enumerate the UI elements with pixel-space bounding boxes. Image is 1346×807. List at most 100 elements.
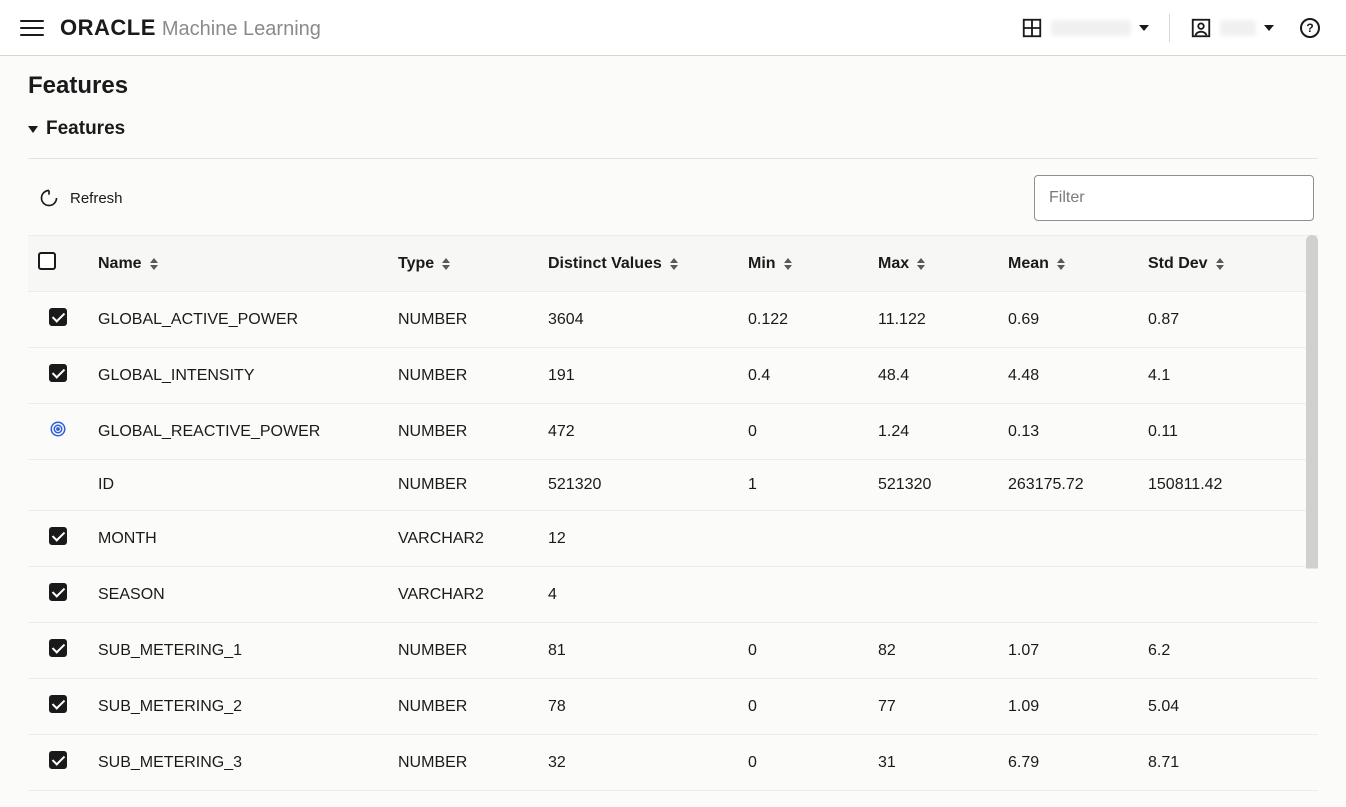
table-row[interactable]: SUB_METERING_3NUMBER320316.798.71 [28,735,1318,791]
row-selector-cell [28,292,88,348]
brand-logo: ORACLE [60,15,156,41]
cell-mean [998,511,1138,567]
page-title: Features [28,72,1318,100]
row-checkbox[interactable] [49,695,67,713]
cell-std [1138,567,1318,623]
refresh-label: Refresh [70,190,123,207]
cell-std: 0.87 [1138,292,1318,348]
cell-name: SUB_METERING_1 [88,623,388,679]
refresh-button[interactable]: Refresh [38,187,123,209]
refresh-icon [38,187,60,209]
filter-input[interactable] [1034,175,1314,221]
cell-type: NUMBER [388,460,538,511]
header-mean[interactable]: Mean [998,236,1138,292]
cell-type: VARCHAR2 [388,511,538,567]
row-checkbox[interactable] [49,308,67,326]
cell-max: 48.4 [868,348,998,404]
cell-mean: 6.79 [998,735,1138,791]
cell-name: SUB_METERING_2 [88,679,388,735]
features-table-wrap: Name Type Distinct Values Min Max [28,235,1318,791]
panel-toolbar: Refresh [28,167,1318,235]
cell-type: VARCHAR2 [388,567,538,623]
cell-min [738,567,868,623]
cell-mean: 1.07 [998,623,1138,679]
cell-type: NUMBER [388,404,538,460]
sort-icon [1057,258,1065,270]
target-icon [49,420,67,438]
user-selector[interactable] [1184,13,1280,43]
select-all-checkbox[interactable] [38,252,56,270]
table-row[interactable]: SUB_METERING_2NUMBER780771.095.04 [28,679,1318,735]
table-row[interactable]: MONTHVARCHAR212 [28,511,1318,567]
cell-max: 1.24 [868,404,998,460]
table-row[interactable]: GLOBAL_REACTIVE_POWERNUMBER47201.240.130… [28,404,1318,460]
row-selector-cell [28,348,88,404]
cell-type: NUMBER [388,679,538,735]
brand: ORACLE Machine Learning [60,15,321,41]
cell-min [738,511,868,567]
user-icon [1190,17,1212,39]
row-selector-cell [28,623,88,679]
table-row[interactable]: SUB_METERING_1NUMBER810821.076.2 [28,623,1318,679]
cell-std [1138,511,1318,567]
section-toggle[interactable]: Features [28,118,1318,140]
cell-distinct: 4 [538,567,738,623]
cell-name: GLOBAL_ACTIVE_POWER [88,292,388,348]
cell-std: 4.1 [1138,348,1318,404]
features-table: Name Type Distinct Values Min Max [28,235,1318,791]
header-name[interactable]: Name [88,236,388,292]
cell-name: GLOBAL_REACTIVE_POWER [88,404,388,460]
cell-mean: 1.09 [998,679,1138,735]
row-selector-cell [28,404,88,460]
cell-distinct: 521320 [538,460,738,511]
cell-max: 31 [868,735,998,791]
scrollbar[interactable] [1306,235,1318,791]
cell-min: 0 [738,623,868,679]
cell-mean: 263175.72 [998,460,1138,511]
table-row[interactable]: GLOBAL_ACTIVE_POWERNUMBER36040.12211.122… [28,292,1318,348]
divider [1169,14,1170,42]
sort-icon [670,258,678,270]
cell-name: ID [88,460,388,511]
help-button[interactable]: ? [1294,14,1326,42]
cell-std: 6.2 [1138,623,1318,679]
topbar: ORACLE Machine Learning [0,0,1346,56]
cell-distinct: 191 [538,348,738,404]
cell-distinct: 12 [538,511,738,567]
cell-type: NUMBER [388,735,538,791]
cell-max: 11.122 [868,292,998,348]
cell-mean [998,567,1138,623]
cell-max [868,567,998,623]
cell-type: NUMBER [388,623,538,679]
cell-min: 0 [738,404,868,460]
user-name-obscured [1220,20,1256,36]
table-row[interactable]: SEASONVARCHAR24 [28,567,1318,623]
cell-max [868,511,998,567]
header-max[interactable]: Max [868,236,998,292]
cell-type: NUMBER [388,348,538,404]
page-body: Features Features Refresh [0,56,1346,807]
header-distinct[interactable]: Distinct Values [538,236,738,292]
sort-icon [150,258,158,270]
row-checkbox[interactable] [49,639,67,657]
row-checkbox[interactable] [49,583,67,601]
cell-std: 5.04 [1138,679,1318,735]
table-row[interactable]: GLOBAL_INTENSITYNUMBER1910.448.44.484.1 [28,348,1318,404]
header-min[interactable]: Min [738,236,868,292]
row-checkbox[interactable] [49,527,67,545]
header-std[interactable]: Std Dev [1138,236,1318,292]
sort-icon [1216,258,1224,270]
row-checkbox[interactable] [49,751,67,769]
project-selector[interactable] [1015,13,1155,43]
chevron-down-icon [1139,25,1149,31]
cell-std: 8.71 [1138,735,1318,791]
row-selector-cell [28,735,88,791]
table-row[interactable]: IDNUMBER5213201521320263175.72150811.42 [28,460,1318,511]
header-type[interactable]: Type [388,236,538,292]
header-select[interactable] [28,236,88,292]
cell-name: SEASON [88,567,388,623]
row-checkbox[interactable] [49,364,67,382]
menu-icon[interactable] [20,16,44,40]
cell-max: 82 [868,623,998,679]
sort-icon [917,258,925,270]
